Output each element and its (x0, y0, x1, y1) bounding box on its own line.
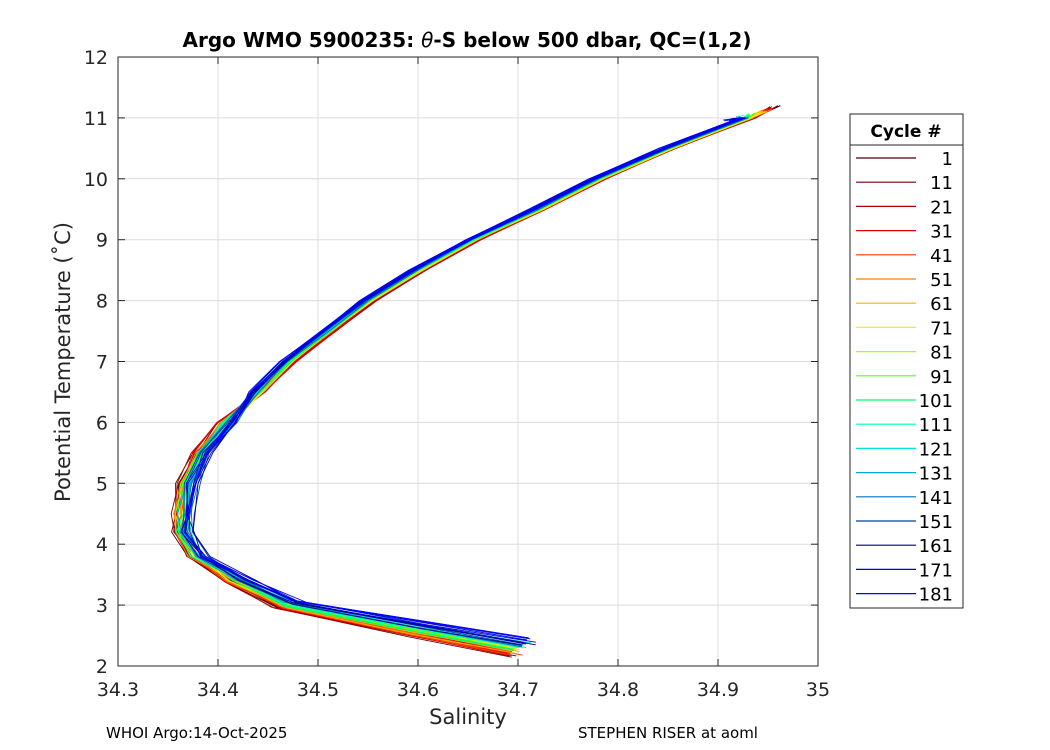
x-tick-label: 34.4 (197, 679, 239, 701)
profile-line-cycle-181 (184, 117, 744, 639)
y-axis-ticks: 2 3 4 5 6 7 8 9 10 11 12 (84, 47, 818, 678)
legend-entry-label: 81 (930, 343, 953, 364)
legend-entry-label: 101 (919, 391, 953, 412)
legend-entry-label: 71 (930, 318, 953, 339)
x-tick-label: 34.5 (297, 679, 339, 701)
y-tick-label: 5 (96, 473, 108, 495)
x-axis-label: Salinity (429, 705, 507, 729)
legend-title: Cycle # (870, 122, 941, 142)
y-tick-label: 11 (84, 108, 108, 130)
y-tick-label: 6 (96, 412, 108, 434)
legend: Cycle # 11121314151617181911011111211311… (849, 113, 964, 609)
footer-left: WHOI Argo:14-Oct-2025 (106, 724, 288, 742)
x-tick-label: 35 (806, 679, 830, 701)
x-tick-label: 34.6 (397, 679, 439, 701)
legend-entry-label: 61 (930, 294, 953, 315)
profile-line-cycle-181 (188, 117, 744, 640)
profile-line-cycle-71 (174, 111, 768, 649)
legend-entry-label: 91 (930, 367, 953, 388)
legend-entry-label: 121 (919, 439, 953, 460)
legend-entry-label: 21 (930, 197, 953, 218)
y-tick-label: 4 (96, 534, 108, 556)
y-tick-label: 3 (96, 595, 108, 617)
x-tick-label: 34.9 (697, 679, 739, 701)
legend-entry-label: 111 (919, 415, 953, 436)
x-tick-label: 34.8 (597, 679, 639, 701)
legend-entry-label: 31 (930, 222, 953, 243)
y-tick-label: 8 (96, 291, 108, 313)
x-tick-label: 34.3 (97, 679, 139, 701)
x-tick-label: 34.7 (497, 679, 539, 701)
y-tick-label: 9 (96, 230, 108, 252)
legend-entry-label: 171 (919, 560, 953, 581)
legend-entry-label: 41 (930, 246, 953, 267)
x-axis-ticks: 34.3 34.4 34.5 34.6 34.7 34.8 34.9 35 (97, 57, 830, 701)
y-tick-label: 7 (96, 352, 108, 374)
legend-entry-label: 181 (919, 585, 953, 606)
legend-entry-label: 151 (919, 512, 953, 533)
y-tick-label: 12 (84, 47, 108, 69)
legend-entry-label: 51 (930, 270, 953, 291)
footer-right: STEPHEN RISER at aoml (578, 724, 758, 742)
legend-entry-label: 141 (919, 488, 953, 509)
chart-title: Argo WMO 5900235: θ-S below 500 dbar, QC… (183, 28, 752, 52)
legend-entry-label: 11 (930, 173, 953, 194)
legend-entry-label: 1 (942, 149, 953, 170)
grid-lines (118, 57, 818, 666)
y-tick-label: 10 (84, 169, 108, 191)
y-tick-label: 2 (96, 656, 108, 678)
legend-box (849, 113, 964, 609)
y-axis-label: Potential Temperature (˚C) (51, 222, 75, 502)
legend-entry-label: 161 (919, 536, 953, 557)
profile-lines (170, 105, 781, 658)
legend-entry-label: 131 (919, 464, 953, 485)
